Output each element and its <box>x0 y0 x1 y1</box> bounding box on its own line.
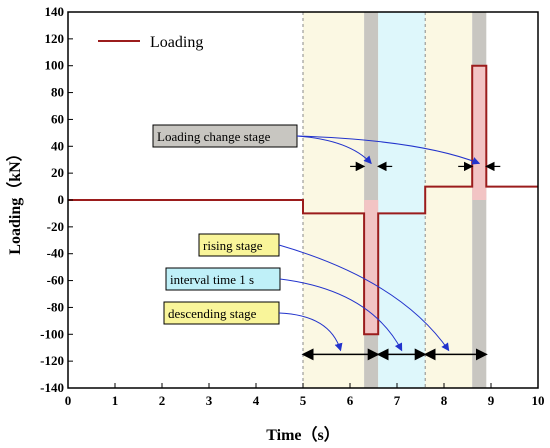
pulse-fills <box>364 65 487 335</box>
callout-arrow <box>296 135 481 165</box>
callout-arrows <box>278 135 481 352</box>
y-tick-label: 20 <box>51 165 64 180</box>
y-tick-label: -120 <box>40 353 64 368</box>
y-tick-label: 140 <box>45 4 65 19</box>
y-tick-label: -80 <box>47 299 64 314</box>
x-tick-label: 5 <box>300 393 307 408</box>
stage-band <box>425 12 473 388</box>
x-tick-label: 2 <box>159 393 166 408</box>
callout-interval: interval time 1 s <box>170 272 254 287</box>
axis-ticks: 0 1 2 3 4 5 6 7 8 9 10 140 120 100 80 60 40 20 0 -20 -40 -60 -… <box>40 4 544 408</box>
callout-rising: rising stage <box>203 238 263 253</box>
pulse-fill <box>472 65 487 200</box>
y-tick-label: 40 <box>51 138 64 153</box>
x-tick-label: 7 <box>394 393 401 408</box>
legend: Loading <box>98 34 203 51</box>
x-tick-label: 8 <box>441 393 448 408</box>
callout-arrow <box>296 135 372 165</box>
y-tick-label: -60 <box>47 273 64 288</box>
y-tick-label: -20 <box>47 219 64 234</box>
legend-label: Loading <box>150 34 203 51</box>
x-tick-label: 9 <box>488 393 495 408</box>
callout-descending: descending stage <box>168 306 257 321</box>
stage-band <box>378 12 426 388</box>
callout-arrow <box>278 312 343 352</box>
callout-arrow <box>279 278 403 352</box>
y-tick-label: -40 <box>47 246 64 261</box>
y-tick-label: 100 <box>45 58 65 73</box>
x-tick-label: 1 <box>112 393 119 408</box>
x-tick-label: 4 <box>253 393 260 408</box>
x-tick-label: 6 <box>347 393 354 408</box>
y-tick-label: 120 <box>45 31 65 46</box>
y-tick-label: 60 <box>51 111 64 126</box>
y-tick-label: -140 <box>40 380 64 395</box>
pulse-fill <box>364 200 379 335</box>
y-axis-title: Loading（kN） <box>6 145 24 254</box>
series-line-loading <box>68 64 538 336</box>
callouts: Loading change stage rising stage interv… <box>152 124 298 325</box>
stage-span-arrows <box>301 161 501 361</box>
x-tick-label: 0 <box>65 393 72 408</box>
stage-band <box>303 12 365 388</box>
callout-arrow <box>278 244 450 352</box>
y-tick-label: 80 <box>51 85 64 100</box>
x-axis-title: Time（s） <box>266 426 340 444</box>
callout-loading-change: Loading change stage <box>157 129 271 144</box>
y-tick-label: -100 <box>40 326 64 341</box>
x-tick-label: 3 <box>206 393 213 408</box>
x-tick-label: 10 <box>532 393 545 408</box>
series-lines <box>68 64 538 336</box>
y-tick-label: 0 <box>58 192 65 207</box>
